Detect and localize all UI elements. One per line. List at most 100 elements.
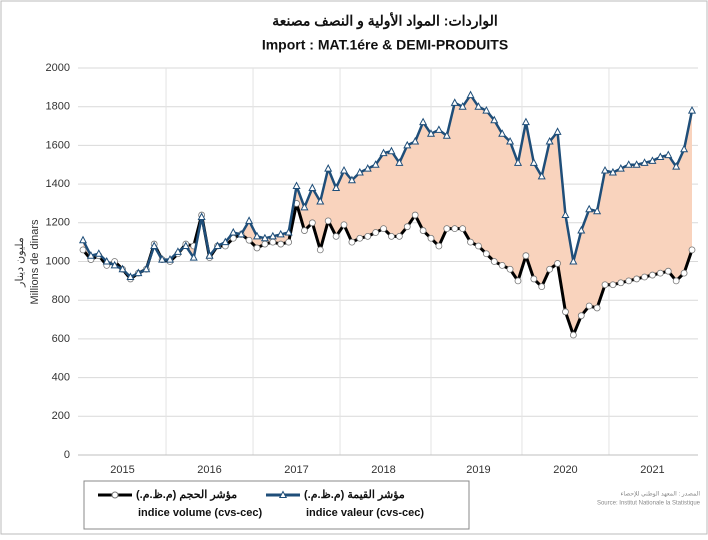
data-point (260, 233, 269, 242)
data-point (181, 241, 190, 250)
data-point (680, 144, 689, 153)
data-point (482, 106, 491, 114)
chart-title: الواردات: المواد الأولية و النصف مصنعة (272, 12, 498, 30)
data-point (388, 232, 395, 240)
data-point (475, 242, 482, 250)
data-point (316, 196, 325, 205)
y-tick-label: 1000 (46, 255, 70, 267)
y-axis-title-ar: مليون دينار (14, 237, 26, 288)
y-tick-label: 600 (52, 333, 70, 345)
data-point (442, 131, 451, 139)
data-point (569, 331, 577, 339)
data-point (340, 221, 348, 229)
data-point (474, 102, 483, 110)
data-point (458, 102, 467, 110)
data-point (403, 140, 412, 149)
data-point (466, 90, 475, 99)
y-tick-label: 200 (52, 410, 70, 422)
data-point (324, 217, 332, 225)
legend-label: indice valeur (cvs-cec) (306, 507, 424, 519)
data-point (498, 129, 507, 137)
data-point (616, 164, 625, 172)
data-point (451, 225, 459, 233)
data-point (189, 253, 198, 261)
data-point (86, 251, 95, 259)
data-point (625, 277, 633, 285)
data-point (355, 167, 364, 176)
data-point (300, 202, 309, 211)
data-point (364, 232, 372, 240)
data-point (261, 240, 269, 248)
data-point (285, 238, 293, 246)
data-point (490, 115, 499, 124)
data-point (522, 252, 530, 260)
legend-label: indice volume (cvs-cec) (138, 507, 262, 519)
data-point (102, 256, 111, 265)
data-point (664, 267, 672, 275)
data-point (450, 98, 459, 106)
data-point (237, 229, 246, 238)
y-tick-label: 1800 (46, 101, 70, 113)
data-point (269, 238, 277, 246)
data-point (339, 165, 349, 174)
data-point (530, 275, 538, 283)
legend-box (83, 480, 470, 530)
data-point (134, 268, 143, 277)
data-point (617, 279, 625, 287)
data-point (569, 256, 578, 265)
data-point (363, 164, 372, 172)
data-point (356, 234, 364, 242)
y-tick-label: 800 (52, 294, 70, 306)
data-point (467, 238, 474, 246)
data-point (205, 251, 214, 259)
data-point (308, 219, 316, 227)
data-point (632, 160, 641, 168)
data-point (301, 227, 308, 234)
source: Source: Institut Nationale la Statistiqu… (597, 501, 701, 507)
gap-area (83, 95, 692, 336)
x-tick-label: 2018 (371, 464, 395, 476)
data-point (688, 246, 696, 254)
data-point (641, 273, 648, 281)
data-point (165, 255, 175, 263)
data-point (173, 247, 182, 255)
data-point (118, 264, 127, 273)
data-point (332, 183, 341, 191)
x-tick-label: 2015 (110, 464, 134, 476)
data-point (577, 312, 585, 320)
data-point (608, 167, 617, 176)
data-point (411, 136, 420, 145)
data-point (324, 164, 333, 172)
legend-marker (111, 491, 119, 499)
data-point (656, 269, 664, 277)
data-point (252, 231, 262, 240)
data-point (150, 241, 159, 250)
data-point (506, 136, 515, 145)
legend-label-ar: مؤشر القيمة (م.ظ.م.) (304, 489, 405, 501)
data-point (640, 158, 649, 166)
data-point (380, 225, 387, 233)
data-point (332, 232, 340, 240)
data-point (490, 258, 498, 265)
data-point (562, 308, 569, 316)
data-point (213, 241, 222, 250)
data-point (395, 158, 404, 166)
data-point (411, 211, 419, 219)
data-point (656, 152, 665, 161)
data-point (276, 229, 285, 238)
chart-subtitle: Import : MAT.1ére & DEMI-PRODUITS (262, 37, 508, 53)
data-point (600, 165, 610, 174)
data-point (221, 237, 230, 246)
data-point (126, 272, 135, 280)
y-tick-label: 2000 (46, 62, 70, 74)
data-point (419, 227, 427, 234)
data-point (585, 302, 593, 310)
y-tick-label: 1400 (46, 178, 70, 190)
data-point (498, 261, 506, 269)
data-point (253, 244, 261, 252)
data-point (387, 146, 396, 155)
data-point (395, 232, 403, 240)
legend-label-ar: مؤشر الحجم (م.ظ.م.) (136, 489, 237, 501)
y-axis-title: Millions de dinars (29, 219, 41, 304)
